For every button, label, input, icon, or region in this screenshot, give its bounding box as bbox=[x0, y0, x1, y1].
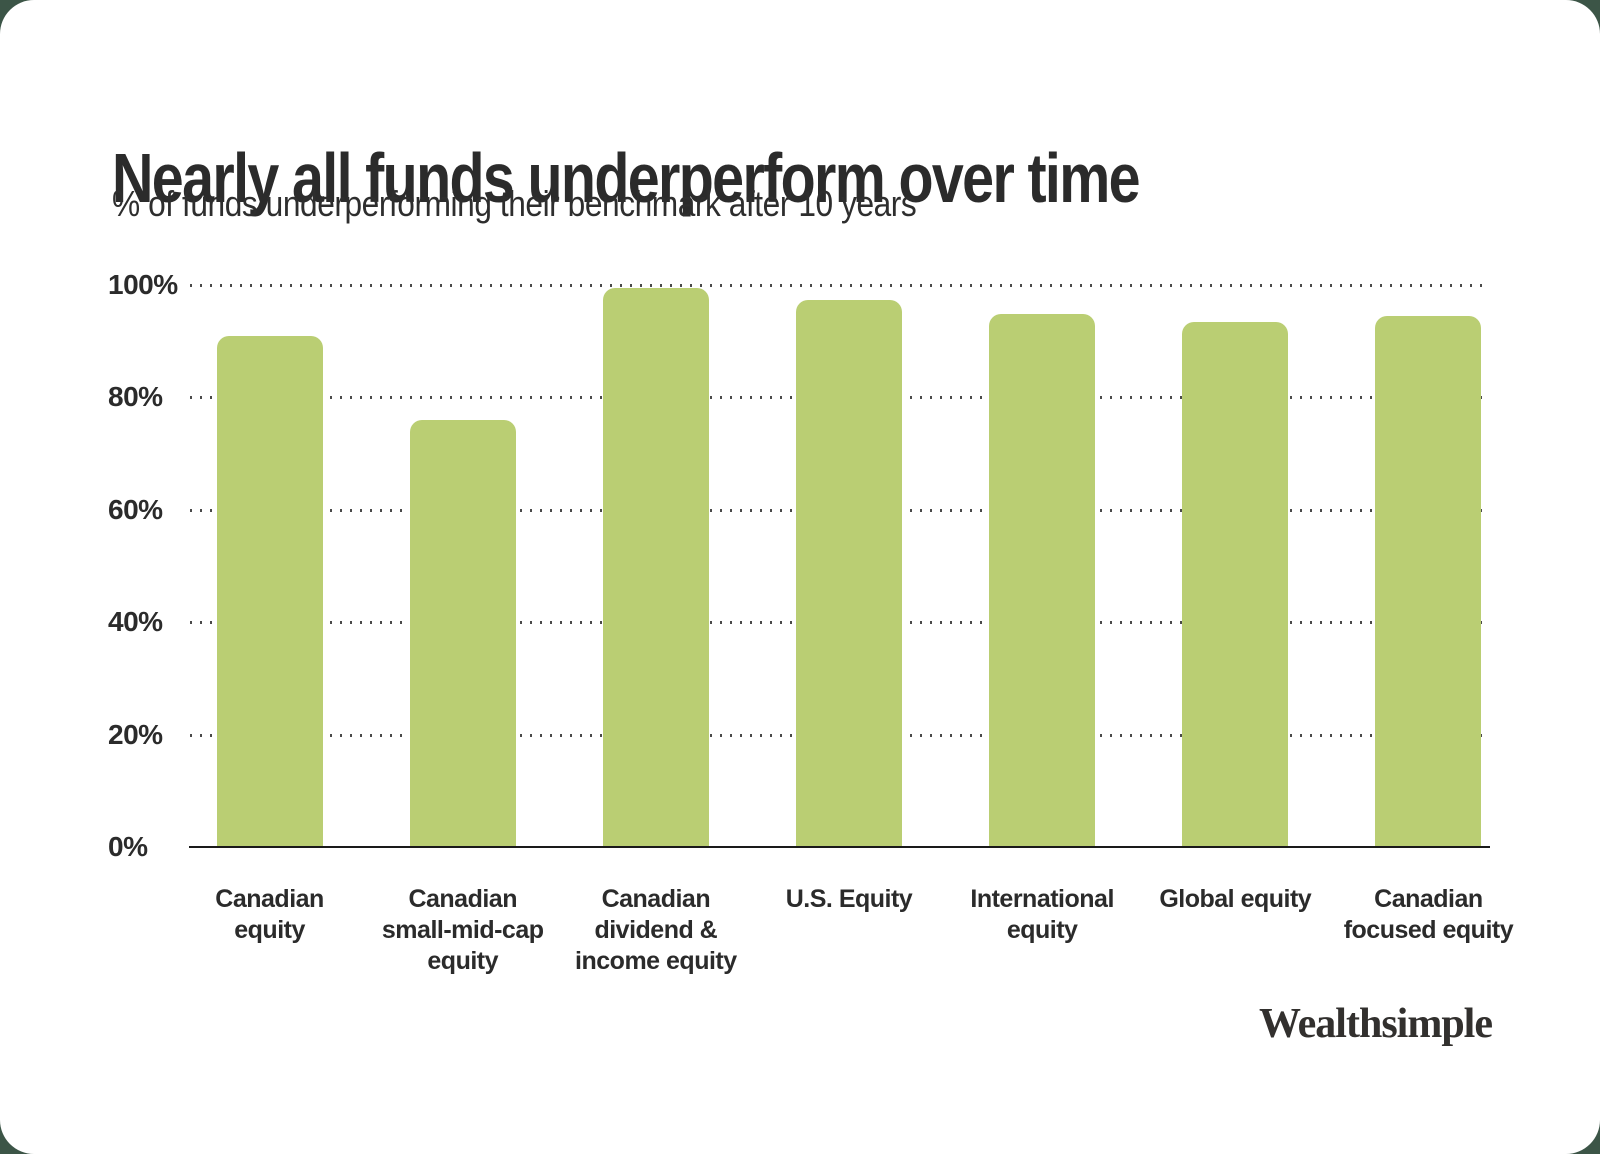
bar-1 bbox=[216, 335, 323, 847]
category-label: Global equity bbox=[1159, 885, 1312, 913]
bar-3 bbox=[602, 287, 709, 847]
bars-container bbox=[173, 285, 1525, 847]
bar-slot bbox=[366, 285, 559, 847]
bar-2 bbox=[409, 419, 516, 847]
bar-slot bbox=[946, 285, 1139, 847]
category-label: Canadian small-mid-cap equity bbox=[381, 885, 544, 975]
category-label: U.S. Equity bbox=[785, 885, 913, 913]
bar-slot bbox=[1332, 285, 1525, 847]
wealthsimple-logo: Wealthsimple bbox=[1258, 1001, 1493, 1047]
bar-4 bbox=[795, 300, 902, 847]
y-tick-label: 20% bbox=[108, 718, 163, 750]
bar-5 bbox=[989, 314, 1096, 847]
y-tick-label: 0% bbox=[108, 831, 148, 862]
bar-slot bbox=[559, 285, 752, 847]
y-tick-label: 40% bbox=[108, 606, 163, 638]
bar-slot bbox=[752, 285, 945, 847]
y-tick-label: 60% bbox=[108, 493, 163, 525]
chart-subtitle: % of funds underperforming their benchma… bbox=[112, 183, 917, 224]
gridline-100 bbox=[190, 284, 1490, 287]
category-label: Canadian equity bbox=[215, 885, 324, 944]
bar-slot bbox=[173, 285, 366, 847]
category-label: Canadian dividend & income equity bbox=[575, 885, 737, 975]
bar-7 bbox=[1375, 315, 1482, 847]
category-label: International equity bbox=[970, 885, 1114, 944]
x-axis-line bbox=[189, 846, 1490, 848]
y-tick-label: 100% bbox=[108, 269, 178, 300]
y-tick-label: 80% bbox=[108, 381, 163, 413]
bar-6 bbox=[1182, 321, 1289, 847]
chart-title: Nearly all funds underperform over time bbox=[112, 138, 1141, 217]
category-label: Canadian focused equity bbox=[1343, 885, 1514, 944]
x-axis-labels: Canadian equity Canadian small-mid-cap eq… bbox=[173, 884, 1525, 977]
bar-slot bbox=[1139, 285, 1332, 847]
